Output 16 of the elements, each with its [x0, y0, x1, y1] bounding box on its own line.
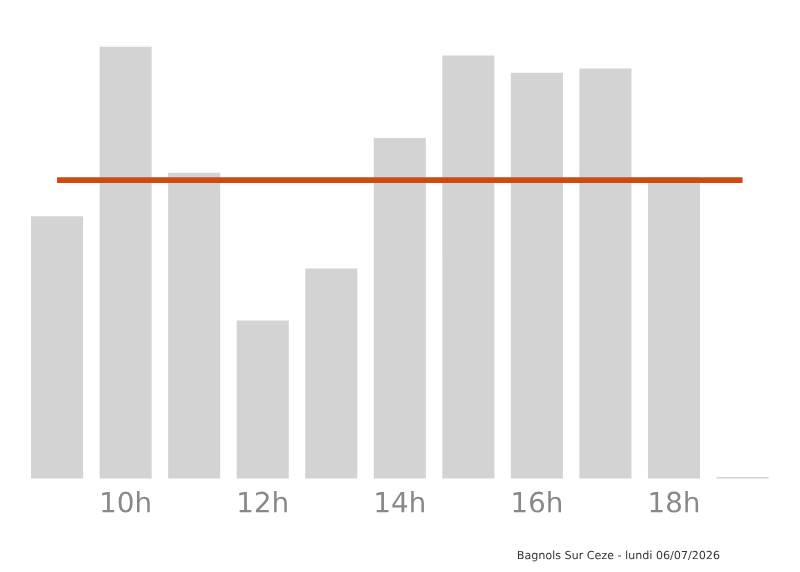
bar [233, 317, 292, 480]
bar [302, 265, 361, 480]
x-tick-label: 16h [513, 491, 562, 513]
bar [28, 213, 86, 480]
bar [96, 45, 155, 480]
bar [508, 70, 566, 480]
bar [576, 65, 635, 480]
bar [370, 135, 429, 480]
bar [645, 174, 703, 480]
bar [439, 52, 498, 480]
x-tick-label: 10h [102, 491, 150, 513]
x-tick-label: 18h [650, 491, 699, 513]
x-tick-label: 12h [239, 491, 287, 513]
bar [165, 170, 223, 480]
bar [713, 474, 772, 480]
x-tick-label: 14h [376, 491, 424, 513]
